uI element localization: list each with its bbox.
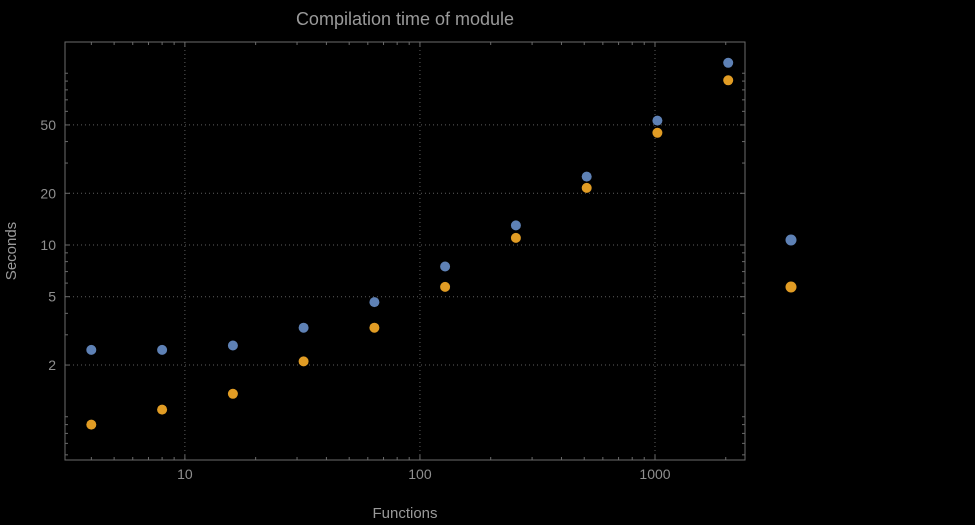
- data-point-orange: [369, 322, 380, 333]
- data-point-orange: [652, 127, 663, 138]
- y-tick-label: 20: [40, 185, 56, 201]
- data-point-blue: [227, 340, 238, 351]
- data-point-blue: [157, 344, 168, 355]
- legend-marker-orange: [785, 281, 797, 293]
- y-tick-label: 10: [40, 237, 56, 253]
- data-point-blue: [510, 220, 521, 231]
- data-point-blue: [652, 115, 663, 126]
- data-point-blue: [369, 297, 380, 308]
- data-point-orange: [723, 75, 734, 86]
- data-point-blue: [723, 57, 734, 68]
- x-tick-label: 1000: [639, 466, 670, 482]
- plot-frame: [64, 41, 746, 461]
- data-point-orange: [86, 419, 97, 430]
- x-axis-label: Functions: [372, 505, 437, 522]
- data-point-orange: [440, 281, 451, 292]
- data-point-blue: [298, 322, 309, 333]
- chart-title: Compilation time of module: [296, 9, 514, 29]
- gridlines: [65, 42, 745, 460]
- data-point-orange: [227, 388, 238, 399]
- data-point-blue: [581, 171, 592, 182]
- data-point-orange: [581, 182, 592, 193]
- y-axis-label: Seconds: [3, 222, 20, 280]
- y-tick-label: 2: [48, 357, 56, 373]
- data-points: [86, 57, 734, 430]
- x-tick-label: 10: [177, 466, 193, 482]
- y-axis-tick-labels: 2 5 10 20 50: [40, 117, 56, 373]
- y-tick-label: 50: [40, 117, 56, 133]
- data-point-orange: [510, 232, 521, 243]
- x-tick-label: 100: [408, 466, 432, 482]
- data-point-blue: [86, 344, 97, 355]
- data-point-orange: [157, 404, 168, 415]
- data-point-orange: [298, 356, 309, 367]
- data-point-blue: [440, 261, 451, 272]
- legend-marker-blue: [785, 234, 797, 246]
- y-tick-label: 5: [48, 289, 56, 305]
- legend: [785, 234, 797, 293]
- x-axis-tick-labels: 10 100 1000: [177, 466, 671, 482]
